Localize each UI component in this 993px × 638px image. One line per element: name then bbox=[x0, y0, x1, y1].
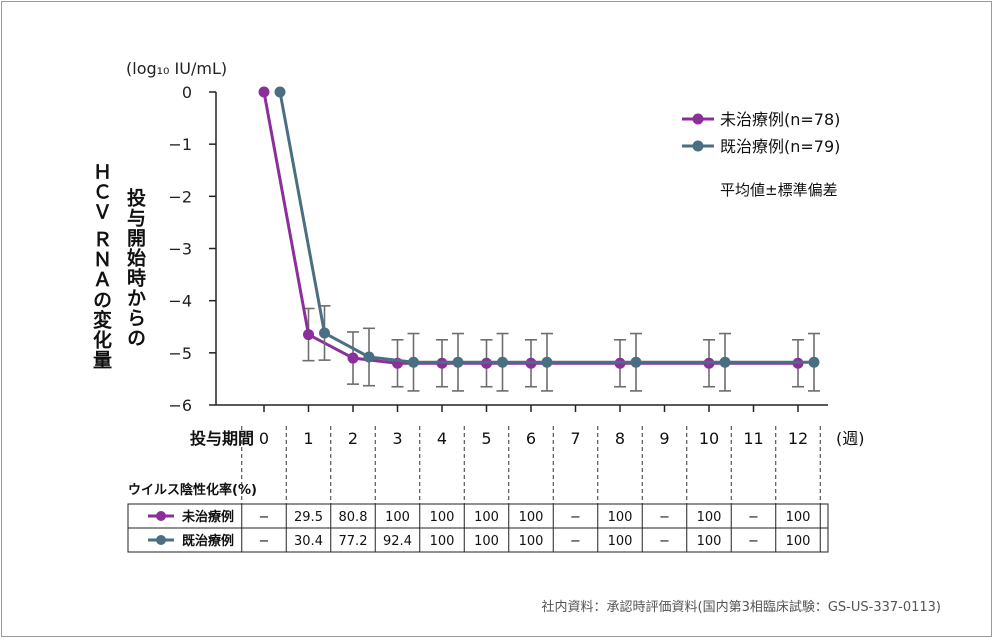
x-tick-label: 12 bbox=[788, 429, 808, 448]
source-note: 社内資料：承認時評価資料(国内第3相臨床試験：GS-US-337-0113) bbox=[541, 600, 941, 615]
x-tick-label: 7 bbox=[570, 429, 580, 448]
legend-label: 既治療例(n=79) bbox=[720, 137, 840, 156]
y-tick-label: −3 bbox=[168, 240, 192, 259]
table-cell: 100 bbox=[474, 534, 499, 549]
x-tick-label: 0 bbox=[259, 429, 269, 448]
table-legend-marker bbox=[156, 535, 166, 545]
data-point bbox=[347, 352, 359, 364]
y-tick-label: −4 bbox=[168, 292, 192, 311]
table-title: ウイルス陰性化率(%) bbox=[128, 482, 257, 498]
data-point bbox=[719, 356, 731, 368]
x-tick-label: 10 bbox=[699, 429, 719, 448]
table-cell: − bbox=[259, 534, 270, 549]
table-row-label: 未治療例 bbox=[181, 509, 234, 525]
x-tick-label: 2 bbox=[348, 429, 358, 448]
table-cell: 100 bbox=[385, 510, 410, 525]
table-cell: 30.4 bbox=[294, 534, 323, 549]
data-point bbox=[363, 351, 375, 363]
table-cell: 100 bbox=[786, 534, 811, 549]
series-line bbox=[262, 91, 798, 365]
table-cell: 100 bbox=[608, 534, 633, 549]
x-axis-label: 投与期間 bbox=[190, 429, 254, 448]
table-cell: − bbox=[570, 510, 581, 525]
table-cell: 100 bbox=[430, 534, 455, 549]
y-tick-label: −5 bbox=[168, 344, 192, 363]
data-point bbox=[303, 329, 314, 341]
table-cell: 29.5 bbox=[294, 510, 323, 525]
table-cell: − bbox=[748, 534, 759, 549]
table-cell: 77.2 bbox=[339, 534, 368, 549]
x-tick-label: 5 bbox=[481, 429, 491, 448]
x-tick-label: 8 bbox=[615, 429, 625, 448]
x-tick-label: 11 bbox=[743, 429, 763, 448]
table-cell: − bbox=[570, 534, 581, 549]
y-tick-label: −6 bbox=[168, 396, 192, 415]
legend-marker bbox=[692, 140, 704, 152]
table-cell: − bbox=[259, 510, 270, 525]
legend-marker bbox=[692, 113, 704, 125]
table-cell: − bbox=[748, 510, 759, 525]
x-tick-label: 6 bbox=[526, 429, 536, 448]
x-tick-label: 4 bbox=[437, 429, 447, 448]
y-axis-title: ＨＣＶ ＲＮＡの変化量 bbox=[90, 162, 112, 370]
y-unit-label: (log₁₀ IU/mL) bbox=[126, 59, 227, 78]
table-cell: 80.8 bbox=[339, 510, 368, 525]
x-tick-label: 1 bbox=[303, 429, 313, 448]
data-point bbox=[541, 356, 553, 368]
table-cell: 100 bbox=[519, 510, 544, 525]
table-cell: 92.4 bbox=[383, 534, 412, 549]
data-point bbox=[497, 356, 508, 368]
table-cell: 100 bbox=[519, 534, 544, 549]
table-cell: − bbox=[659, 510, 670, 525]
data-point bbox=[258, 86, 270, 98]
y-tick-label: −1 bbox=[168, 135, 192, 154]
table-cell: 100 bbox=[608, 510, 633, 525]
table-legend-marker bbox=[156, 511, 166, 521]
table-row-label: 既治療例 bbox=[182, 533, 234, 549]
data-point bbox=[319, 327, 330, 339]
data-point bbox=[274, 86, 286, 98]
legend-note: 平均値±標準偏差 bbox=[720, 181, 838, 199]
y-axis-title-2: 投与開始時からの bbox=[124, 187, 146, 348]
series-line bbox=[278, 91, 814, 364]
data-point bbox=[808, 356, 820, 368]
table-cell: − bbox=[659, 534, 670, 549]
table-cell: 100 bbox=[474, 510, 499, 525]
legend-label: 未治療例(n=78) bbox=[720, 110, 840, 129]
y-tick-label: 0 bbox=[182, 83, 192, 102]
x-tick-label: 9 bbox=[659, 429, 669, 448]
y-tick-label: −2 bbox=[168, 187, 192, 206]
data-point bbox=[452, 356, 464, 368]
table-cell: 100 bbox=[697, 510, 722, 525]
x-unit-label: (週) bbox=[836, 429, 865, 448]
table-cell: 100 bbox=[786, 510, 811, 525]
table-cell: 100 bbox=[697, 534, 722, 549]
data-point bbox=[630, 356, 642, 368]
table-cell: 100 bbox=[430, 510, 455, 525]
x-tick-label: 3 bbox=[392, 429, 402, 448]
data-point bbox=[408, 356, 419, 368]
